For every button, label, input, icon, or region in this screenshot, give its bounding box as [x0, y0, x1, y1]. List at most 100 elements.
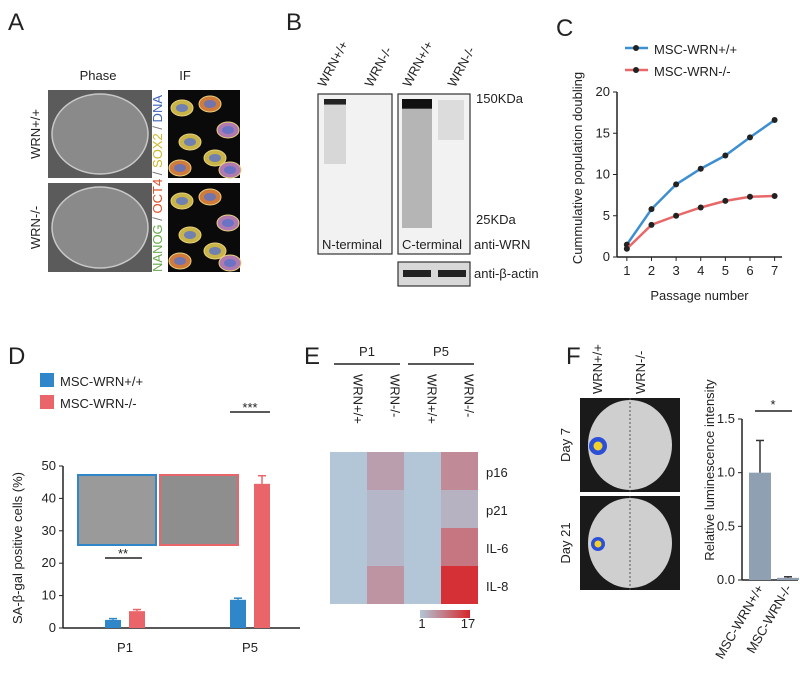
colorbar-label: 17: [461, 616, 475, 631]
stain-name: /: [150, 213, 165, 224]
band: [402, 99, 432, 109]
nucleus: [174, 257, 186, 265]
nucleus: [176, 104, 188, 112]
inset-image: [77, 474, 157, 546]
image-label: Day 21: [558, 522, 573, 563]
signal: [594, 540, 602, 548]
x-tick-label: P1: [117, 640, 133, 655]
heat-cell: [404, 490, 441, 528]
row-label: WRN-/-: [28, 206, 43, 249]
smear: [402, 108, 432, 228]
band: [403, 270, 431, 277]
lane-label: WRN+/+: [399, 38, 436, 89]
heat-cell: [404, 452, 441, 490]
heat-cell: [367, 490, 404, 528]
y-tick-label: 0: [49, 620, 56, 635]
row-label: IL-8: [486, 579, 508, 594]
sig-label: **: [118, 546, 128, 561]
stain-name: DNA: [150, 95, 165, 123]
point: [697, 165, 704, 172]
heat-cell: [404, 566, 441, 604]
series-line: [625, 194, 775, 250]
nucleus: [174, 164, 186, 172]
smear: [324, 104, 346, 164]
legend-swatch: [40, 395, 54, 409]
heat-cell: [330, 490, 367, 528]
colorbar-label: 1: [418, 616, 425, 631]
y-tick-label: 0.5: [717, 518, 735, 533]
bar: [777, 577, 799, 580]
panel-letter: F: [566, 343, 581, 370]
row-label: p16: [486, 465, 508, 480]
nucleus: [224, 166, 236, 174]
mouse: [588, 498, 672, 588]
panel-letter: C: [556, 15, 573, 42]
lane-label: WRN+/+: [314, 38, 351, 89]
x-tick-label: 6: [746, 263, 753, 278]
point: [623, 245, 630, 252]
x-tick-label: P5: [242, 640, 258, 655]
panel-letter: B: [286, 9, 302, 36]
point: [746, 193, 753, 200]
heat-cell: [367, 528, 404, 566]
inset-image: [159, 474, 239, 546]
image-column: WRN-/-: [633, 351, 648, 394]
marker-label: 25KDa: [476, 212, 517, 227]
smear: [438, 100, 464, 140]
x-tick-label: 2: [648, 263, 655, 278]
heat-cell: [367, 452, 404, 490]
nucleus: [209, 247, 221, 255]
nucleus: [184, 231, 196, 239]
stain-name: /: [150, 122, 165, 133]
legend-swatch: [40, 373, 54, 387]
point: [648, 221, 655, 228]
y-tick-label: 1.5: [717, 411, 735, 426]
legend-label: MSC-WRN-/-: [60, 396, 137, 411]
blot-label: C-terminal: [402, 237, 462, 252]
stain-name: SOX2: [150, 133, 165, 168]
column-label: WRN+/+: [425, 374, 440, 424]
legend-label: MSC-WRN-/-: [654, 64, 731, 79]
point: [697, 204, 704, 211]
mouse: [588, 400, 672, 490]
panel-letter: D: [8, 343, 25, 370]
point: [673, 212, 680, 219]
nucleus: [224, 259, 236, 267]
nucleus: [222, 219, 234, 227]
y-tick-label: 5: [603, 208, 610, 223]
nucleus: [204, 100, 216, 108]
row-label: IL-6: [486, 541, 508, 556]
bar: [230, 599, 246, 628]
column-label: IF: [179, 68, 191, 83]
nucleus: [204, 193, 216, 201]
y-tick-label: 10: [42, 588, 56, 603]
point: [771, 117, 778, 124]
heat-cell: [330, 452, 367, 490]
y-tick-label: 30: [42, 523, 56, 538]
point: [722, 152, 729, 159]
legend-label: MSC-WRN+/+: [60, 374, 143, 389]
colony: [51, 93, 149, 175]
band: [438, 270, 466, 277]
y-tick-label: 1.0: [717, 465, 735, 480]
heat-cell: [441, 566, 478, 604]
colony: [51, 186, 149, 269]
panel-letter: A: [8, 9, 24, 36]
x-tick-label: 3: [672, 263, 679, 278]
column-label: WRN-/-: [462, 374, 477, 417]
nucleus: [209, 154, 221, 162]
image-label: Day 7: [558, 428, 573, 462]
legend-label: MSC-WRN+/+: [654, 42, 737, 57]
point: [722, 197, 729, 204]
image-column: WRN+/+: [590, 344, 605, 394]
nucleus: [222, 126, 234, 134]
y-axis-label: Cummulative population doubling: [570, 72, 585, 264]
antibody-label: anti-WRN: [474, 237, 530, 252]
y-tick-label: 20: [596, 84, 610, 99]
y-tick-label: 50: [42, 458, 56, 473]
bar: [105, 619, 121, 628]
heat-cell: [441, 490, 478, 528]
bar: [254, 483, 270, 628]
nucleus: [184, 138, 196, 146]
stain-name: NANOG: [150, 224, 165, 272]
